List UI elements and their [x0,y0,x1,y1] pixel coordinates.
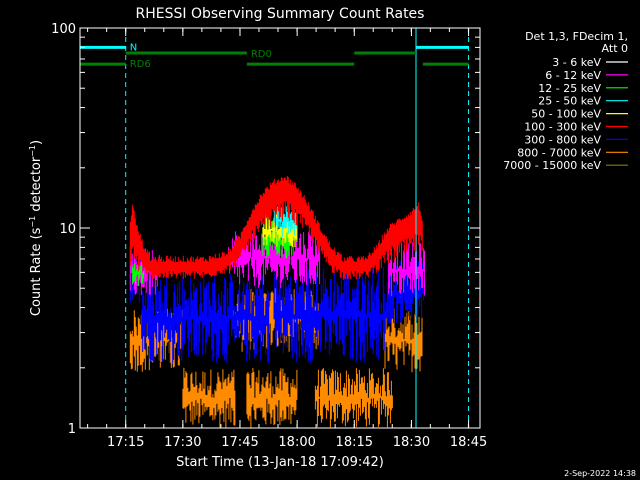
segment-label: RD0 [251,49,272,60]
x-axis-ticks: 17:15 17:30 17:45 18:00 18:15 18:30 18:45 [87,28,487,450]
x-tick-label: 17:45 [221,435,258,450]
legend-header-line1: Det 1,3, FDecim 1, [525,30,628,43]
legend-label: 50 - 100 keV [531,108,601,121]
legend-label: 6 - 12 keV [545,69,601,82]
chart-title: RHESSI Observing Summary Count Rates [136,6,425,22]
band-spikes [132,259,145,286]
red-spikes [129,175,423,280]
x-tick-label: 18:45 [450,435,487,450]
plot-area: N RD0 RD6 [79,28,470,428]
band-spikes [141,273,270,364]
footer-date: 2-Sep-2022 14:38 [564,469,636,478]
band-spikes [314,368,393,428]
segment-n: N [80,42,469,53]
y-axis-label: Count Rate (s−1 detector−1) [28,140,44,316]
x-axis-label: Start Time (13-Jan-18 17:09:42) [176,455,384,470]
y-tick-label: 100 [51,22,76,37]
x-tick-label: 18:15 [336,435,373,450]
band-spikes [182,367,236,428]
legend-label: 800 - 7000 keV [517,146,601,159]
legend-label: 300 - 800 keV [524,133,601,146]
x-tick-label: 17:30 [164,435,201,450]
y-tick-label: 10 [59,222,76,237]
y-axis-ticks: 1 10 100 [51,22,480,437]
segment-label: N [130,42,137,53]
x-tick-label: 18:00 [278,435,315,450]
legend-label: 25 - 50 keV [538,95,601,108]
y-tick-label: 1 [68,422,76,437]
legend-label: 12 - 25 keV [538,82,601,95]
legend-header-line2: Att 0 [602,42,628,55]
band-spikes [273,266,389,364]
red-envelope [129,175,423,280]
legend-label: 100 - 300 keV [524,121,601,134]
legend-label: 7000 - 15000 keV [503,159,601,172]
band-spikes [388,242,426,297]
segment-label: RD6 [130,59,151,70]
band-spikes [246,367,298,428]
x-tick-label: 18:30 [393,435,430,450]
legend-label: 3 - 6 keV [552,56,601,69]
segment-rd6: RD6 [80,59,469,70]
x-tick-label: 17:15 [107,435,144,450]
segment-rd0: RD0 [125,49,416,60]
